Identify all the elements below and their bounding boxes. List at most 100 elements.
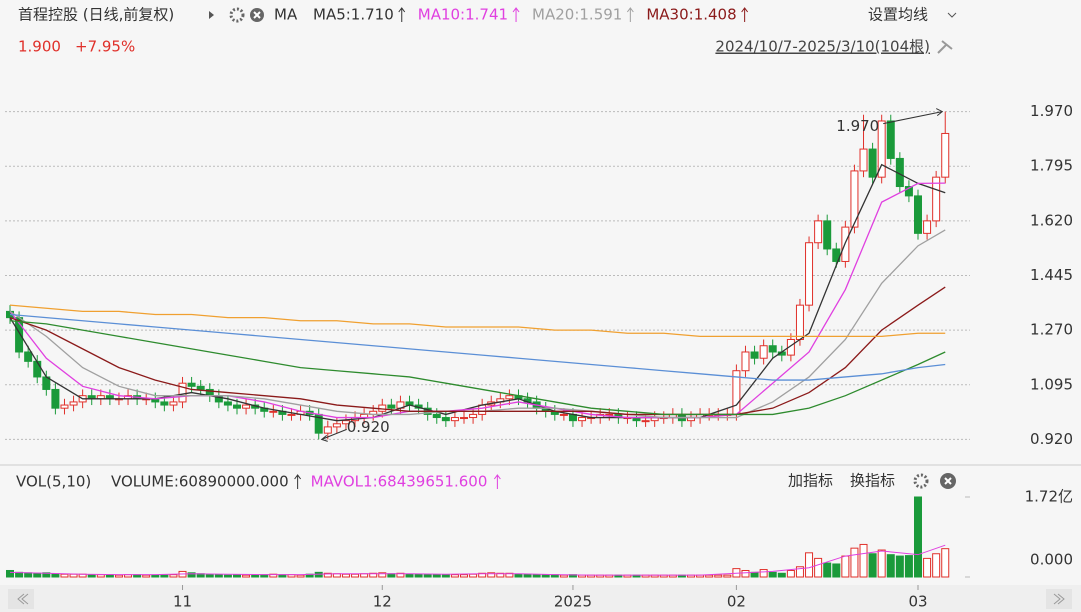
ma-legend: MA5:1.710 [313, 6, 394, 24]
volume-bar [87, 574, 96, 578]
dropdown-icon[interactable] [209, 11, 214, 19]
candle-body [269, 410, 278, 413]
ma-line [9, 163, 946, 422]
scroll-left[interactable] [8, 589, 34, 609]
volume-bar [460, 574, 468, 578]
volume-bar [33, 572, 42, 578]
candle-body [914, 195, 922, 234]
switch-indicator[interactable]: 换指标 [850, 472, 895, 490]
volume-bar [841, 555, 850, 578]
volume-bar [768, 571, 777, 578]
candle-body [578, 417, 587, 422]
volume-bar [786, 569, 795, 578]
volume-bar [859, 543, 868, 578]
ma-line [9, 286, 946, 416]
y-tick-label: 1.095 [1030, 375, 1073, 393]
volume-bar [405, 573, 414, 578]
legend-arrow [741, 7, 749, 22]
candle-body [795, 304, 804, 340]
volume-bar [832, 563, 841, 578]
volume-bar [532, 574, 541, 578]
volume-bar [6, 569, 14, 578]
volume-bar [823, 562, 832, 578]
candle-body [387, 404, 396, 409]
volume-bar [904, 555, 913, 578]
y-tick-label: 1.620 [1030, 211, 1073, 229]
candle-body [460, 417, 468, 420]
volume-bar [323, 572, 332, 578]
volume-bar [187, 572, 196, 578]
volume-bar [351, 573, 360, 578]
volume-bar [233, 574, 241, 578]
volume-bar [523, 573, 532, 578]
vol-title: VOL(5,10) [16, 473, 91, 491]
pin-icon[interactable] [937, 40, 953, 54]
legend-arrow [626, 7, 634, 22]
y-tick-label: 0.920 [1030, 430, 1073, 448]
volume-bar [341, 573, 350, 578]
volume-bar [750, 571, 759, 578]
ma-legend: MA30:1.408 [646, 6, 736, 24]
ma-label: MA [274, 6, 298, 24]
vol-gear[interactable] [913, 473, 929, 489]
y-tick-label: 1.795 [1030, 157, 1073, 175]
candle-body [877, 120, 886, 178]
x-tick-label: 12 [373, 593, 392, 611]
stock-title: 首程控股 (日线,前复权) [18, 6, 174, 24]
candle-body [478, 404, 487, 415]
candle-body [242, 404, 251, 409]
candle-body [469, 413, 478, 419]
volume-bar [151, 574, 160, 578]
x-tick-label: 11 [173, 593, 192, 611]
candle-body [60, 404, 69, 409]
volume-bar [296, 574, 305, 578]
scroll-right[interactable] [1046, 589, 1072, 609]
volume-bar [96, 574, 105, 578]
volume-bar [251, 574, 260, 578]
candle-body [169, 401, 178, 406]
candle-body [51, 388, 60, 409]
candle-body [768, 345, 777, 353]
volume-bar [805, 552, 814, 578]
high-arrow [883, 108, 944, 125]
gear-icon[interactable] [229, 7, 245, 23]
ma-legend: MA20:1.591 [532, 6, 622, 24]
candle-body [223, 401, 232, 406]
candle-body [886, 120, 895, 159]
x-tick-label: 03 [908, 593, 927, 611]
candle-body [823, 220, 832, 250]
volume-bar [142, 574, 151, 578]
high-label: 1.970 [836, 117, 879, 135]
candle-body [287, 413, 296, 416]
volume-bar [886, 554, 895, 578]
candle-body [187, 382, 196, 387]
add-indicator[interactable]: 加指标 [788, 472, 833, 490]
candle-body [160, 401, 169, 406]
volume-bar [450, 574, 459, 578]
candle-body [341, 420, 350, 425]
volume-bar [877, 549, 886, 578]
candle-body [323, 426, 332, 434]
volume-bar [469, 573, 478, 578]
settings[interactable]: 设置均线 [868, 6, 928, 24]
candle-body [741, 351, 750, 372]
candle-body [178, 382, 187, 403]
volume-bar [423, 574, 432, 578]
volume-bar [214, 574, 223, 578]
close-cross [253, 11, 261, 19]
volume-bar [932, 553, 941, 578]
x-tick-label: 02 [727, 593, 746, 611]
candle-body [750, 351, 759, 359]
volume-bar [723, 574, 732, 578]
y-tick-label: 1.445 [1030, 266, 1073, 284]
volume-bar [923, 557, 932, 578]
ma-line [9, 320, 946, 416]
volume-bar [205, 574, 214, 578]
chevron [947, 12, 957, 18]
candle-body [196, 385, 205, 390]
y-tick-label: 1.270 [1030, 321, 1073, 339]
volume-bar [114, 574, 123, 578]
date-range[interactable]: 2024/10/7-2025/3/10(104根) [715, 38, 930, 56]
volume-bar [541, 574, 550, 578]
